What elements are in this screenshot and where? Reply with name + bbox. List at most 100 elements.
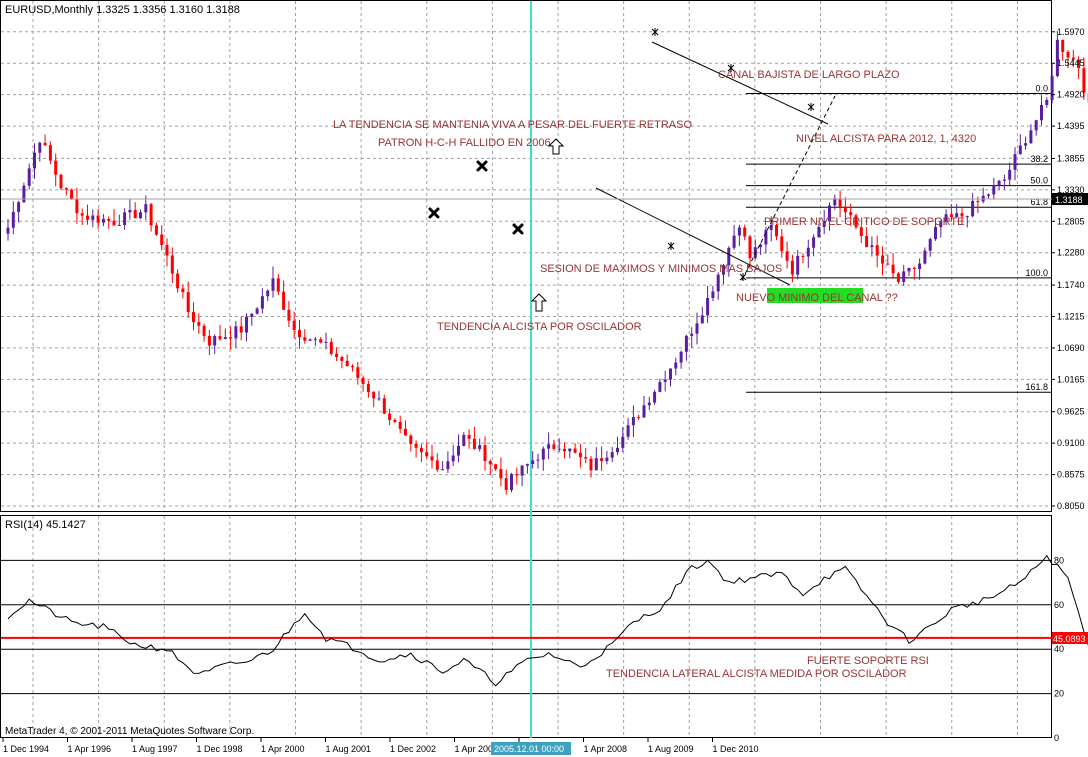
candle-body (329, 341, 333, 354)
candle-body (838, 198, 842, 207)
candle-body (207, 335, 211, 346)
candle-body (186, 292, 190, 313)
candle-body (949, 214, 953, 217)
candle-body (520, 465, 524, 476)
candle-body (324, 341, 328, 343)
candle-body (658, 381, 662, 392)
candle-body (732, 235, 736, 248)
candle-body (806, 247, 810, 257)
candle-body (260, 296, 264, 309)
candle-body (366, 383, 370, 393)
price-panel[interactable] (0, 0, 1052, 512)
candle-body (674, 362, 678, 369)
annotation-tendencia-viva: LA TENDENCIA SE MANTENIA VIVA A PESAR DE… (333, 119, 692, 131)
candle-body (181, 288, 185, 293)
price-axis[interactable]: 1.5970 1.5445 1.4920 1.4395 1.3855 1.3330 1.28… (1051, 27, 1085, 511)
candle-body (308, 339, 312, 341)
candle-body (987, 194, 990, 196)
candle-body (80, 213, 84, 216)
candle-body (393, 419, 397, 422)
candle-body (536, 459, 540, 461)
candle-body (303, 337, 307, 341)
candle-body (451, 455, 455, 462)
candle-body (541, 448, 545, 460)
candle-body (1040, 104, 1043, 121)
price-tick-label: 0.9100 (1057, 438, 1085, 448)
candle-body (727, 247, 731, 266)
candle-body (335, 353, 339, 358)
candle-body (144, 204, 148, 213)
candle-body (865, 236, 869, 248)
candle-body (377, 398, 381, 400)
candle-body (160, 234, 164, 245)
candle-body (91, 215, 95, 220)
candle-body (192, 312, 195, 323)
candle-body (976, 200, 980, 202)
candle-body (1071, 57, 1075, 60)
rsi-axis[interactable]: 80 60 40 20 0 (1054, 555, 1064, 743)
annotation-rsi-lateral: TENDENCIA LATERAL ALCISTA MEDIDA POR OSC… (606, 668, 907, 680)
candle-body (706, 297, 710, 316)
candle-body (568, 448, 572, 452)
time-tick-label: 1 Apr 1996 (68, 744, 112, 754)
candle-body (1055, 39, 1059, 77)
dotted-trend-line[interactable] (741, 95, 836, 281)
candle-body (170, 255, 174, 274)
candle-body (796, 255, 800, 275)
candle-body (101, 218, 105, 223)
candle-body (64, 188, 68, 190)
time-tick-label: 1 Dec 1994 (3, 744, 49, 754)
candle-body (552, 444, 556, 449)
fibonacci-levels[interactable]: 0.0 38.2 50.0 61.8 100.0 161.8 (746, 83, 1051, 393)
candle-body (621, 436, 625, 448)
trendlines[interactable] (595, 41, 836, 286)
candle-body (960, 213, 964, 217)
candle-body (902, 271, 906, 282)
time-axis[interactable]: 1 Dec 1994 1 Apr 1996 1 Aug 1997 1 Dec 1998… (2, 738, 759, 754)
candle-body (748, 236, 752, 259)
price-tick-label: 1.4395 (1057, 121, 1085, 131)
up-arrow-icon (547, 138, 565, 155)
candle-body (467, 434, 471, 439)
annotation-tendencia-oscilador: TENDENCIA ALCISTA POR OSCILADOR (437, 321, 642, 333)
annotation-soporte: PRIMER NIVEL CRITICO DE SOPORTE (764, 216, 964, 228)
candle-body (59, 174, 63, 189)
candle-body (684, 335, 688, 352)
right-shoulder-x-icon (512, 223, 524, 235)
candle-body (154, 225, 158, 235)
candle-body (86, 215, 89, 220)
candle-body (70, 189, 74, 199)
channel-lower-line[interactable] (595, 187, 791, 286)
candle-body (398, 421, 402, 429)
candle-body (250, 313, 254, 317)
candle-body (1034, 120, 1038, 131)
rsi-panel[interactable] (0, 515, 1052, 738)
candle-body (1029, 130, 1033, 144)
candle-body (759, 244, 763, 248)
candle-body (446, 461, 450, 470)
candle-body (404, 428, 407, 436)
candle-body (631, 417, 635, 426)
candle-body (472, 438, 476, 449)
candle-body (218, 336, 222, 340)
copyright-text: MetaTrader 4, © 2001-2011 MetaQuotes Sof… (5, 726, 254, 737)
candle-body (812, 237, 816, 248)
candle-body (870, 245, 874, 248)
annotation-sesion: SESION DE MAXIMOS Y MINIMOS MAS BAJOS (540, 263, 782, 275)
time-tick-label: 1 Aug 1997 (132, 744, 178, 754)
candle-body (435, 460, 439, 470)
candle-body (462, 434, 466, 446)
cursor-time-box (491, 742, 571, 755)
candle-body (600, 458, 604, 462)
candle-body (33, 152, 36, 169)
candle-body (17, 202, 21, 212)
candle-body (912, 267, 916, 270)
annotation-nuevo-minimo: NUEVO MINIMO DEL CANAL ?? (736, 292, 898, 304)
candle-body (769, 224, 773, 230)
current-price-box (1052, 193, 1088, 205)
candle-body (891, 264, 895, 274)
candle-body (48, 145, 52, 161)
channel-upper-line[interactable] (651, 41, 829, 125)
price-tick-label: 1.2280 (1057, 248, 1085, 258)
